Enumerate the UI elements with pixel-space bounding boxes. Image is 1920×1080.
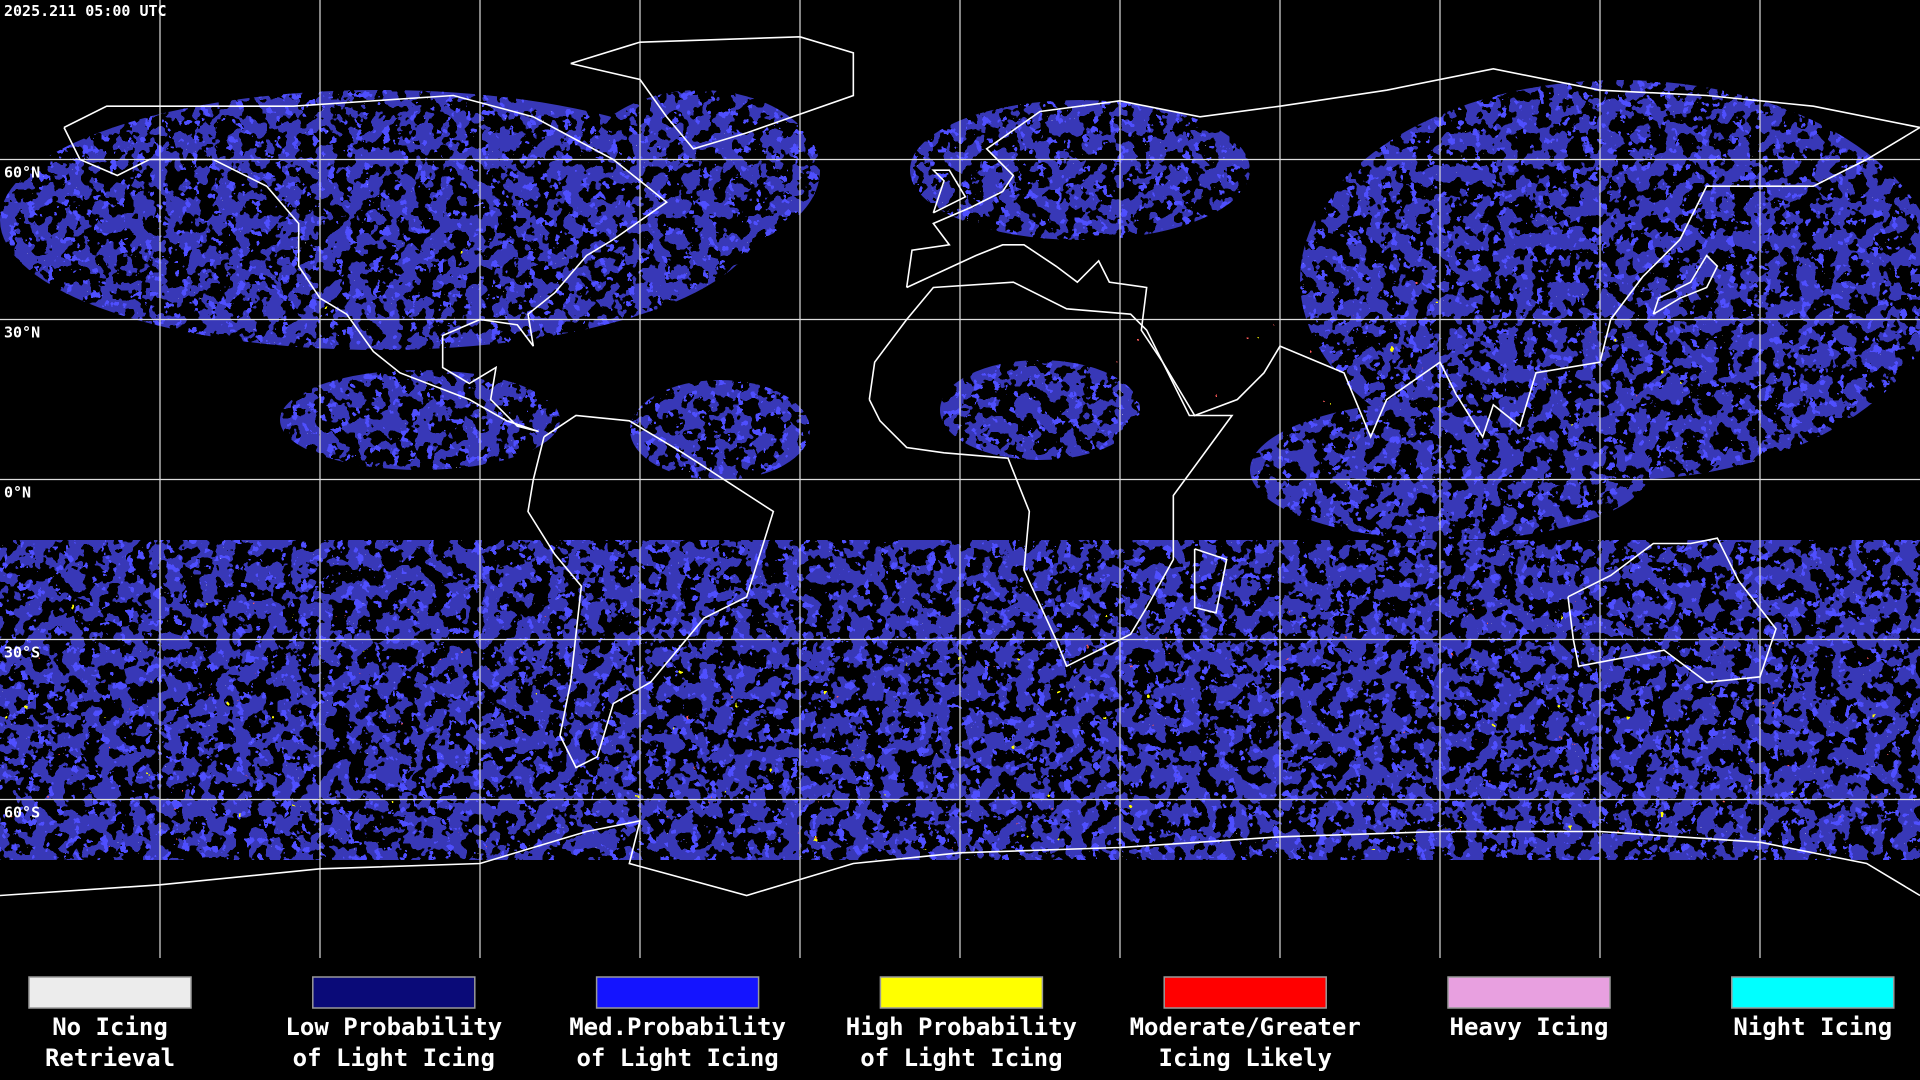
- coastline: [527, 414, 775, 769]
- legend-label: Heavy Icing: [1450, 1013, 1609, 1041]
- legend-swatch: [28, 976, 192, 1009]
- coastline: [931, 169, 967, 214]
- legend-swatch: [1731, 976, 1895, 1009]
- legend-label: No Icing: [52, 1013, 168, 1041]
- legend-label: Med.Probability: [569, 1013, 786, 1041]
- coastline: [570, 36, 855, 150]
- labels: 2025.211 05:00 UTC 60°N 30°N 0°N 30°S 60°S: [4, 2, 167, 822]
- timestamp: 2025.211 05:00 UTC: [4, 2, 167, 20]
- coastline: [63, 94, 669, 433]
- legend-label: of Light Icing: [293, 1044, 495, 1072]
- legend-swatch: [879, 976, 1044, 1009]
- legend-label: Low Probability: [285, 1013, 502, 1041]
- legend-swatch: [1447, 976, 1611, 1009]
- coastline: [868, 281, 1234, 668]
- legend-label: Icing Likely: [1159, 1044, 1332, 1072]
- latitude-label: 0°N: [4, 484, 31, 502]
- coastline: [1652, 254, 1719, 315]
- legend-swatch: [595, 976, 760, 1009]
- coastline: [0, 819, 1920, 897]
- latitude-label: 30°N: [4, 324, 40, 342]
- legend-swatch: [1163, 976, 1327, 1009]
- legend-label: of Light Icing: [576, 1044, 778, 1072]
- latitude-label: 30°S: [4, 644, 40, 662]
- graticule: [0, 0, 1920, 958]
- legend-label: Night Icing: [1733, 1013, 1892, 1041]
- latitude-label: 60°S: [4, 804, 40, 822]
- legend-label: of Light Icing: [860, 1044, 1062, 1072]
- coastline: [905, 68, 1920, 439]
- legend-label: High Probability: [846, 1013, 1077, 1041]
- legend: No Icing Retrieval Low Probability of Light…: [28, 976, 1895, 1072]
- coastline: [1567, 537, 1777, 683]
- legend-swatch: [312, 976, 476, 1009]
- latitude-label: 60°N: [4, 164, 40, 182]
- coastlines: [0, 36, 1920, 897]
- legend-label: Retrieval: [45, 1044, 175, 1072]
- coastline: [1193, 548, 1228, 614]
- legend-label: Moderate/Greater: [1130, 1013, 1361, 1041]
